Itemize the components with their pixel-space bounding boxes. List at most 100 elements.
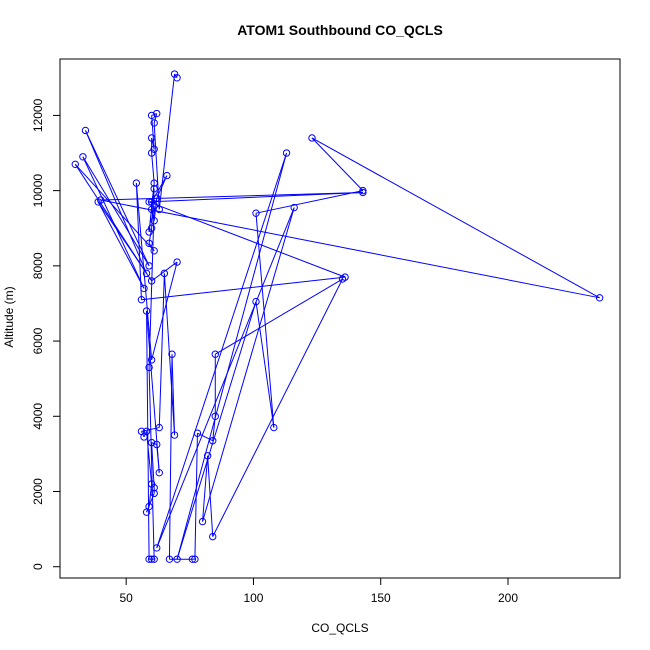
data-point <box>193 429 202 437</box>
series-segment <box>149 192 363 203</box>
series-segment <box>215 278 343 355</box>
data-point <box>170 431 179 439</box>
series-segment <box>176 301 257 560</box>
x-tick-label: 100 <box>243 591 263 605</box>
data-point <box>153 194 161 202</box>
data-point <box>150 247 158 255</box>
data-point <box>211 350 219 358</box>
series-segment <box>212 278 343 537</box>
data-point <box>150 179 158 187</box>
data-point <box>150 201 158 210</box>
series-segment <box>85 130 150 267</box>
y-axis-label: Altitude (m) <box>2 286 16 347</box>
data-point <box>173 258 181 266</box>
data-point <box>79 153 87 161</box>
data-point <box>150 489 158 498</box>
data-point <box>147 111 156 120</box>
data-point <box>145 239 153 247</box>
data-point <box>595 294 604 302</box>
data-point <box>142 427 151 436</box>
data-point <box>290 203 298 212</box>
data-point <box>270 423 278 432</box>
data-point <box>252 209 260 217</box>
y-tick-label: 10000 <box>31 174 45 208</box>
data-point <box>147 438 156 447</box>
x-tick-label: 50 <box>120 591 134 605</box>
data-point <box>153 544 161 552</box>
series-segment <box>151 175 168 203</box>
series-segment <box>141 276 346 301</box>
series-segment <box>212 416 216 441</box>
plot-frame <box>59 58 621 579</box>
series-segment <box>148 205 155 368</box>
data-point <box>145 228 153 236</box>
x-tick-label: 150 <box>371 591 391 605</box>
data-point <box>173 555 181 563</box>
series-segment <box>151 152 155 184</box>
data-point <box>150 145 158 153</box>
data-point <box>147 134 156 142</box>
series-segment <box>151 261 178 360</box>
series-segment <box>207 455 214 537</box>
series-segment <box>151 113 157 116</box>
x-axis: 50 100 150 200 <box>120 577 518 605</box>
data-point <box>209 532 217 541</box>
series-segment <box>153 113 158 124</box>
series-segment <box>100 199 600 299</box>
data-point <box>147 149 156 157</box>
data-point <box>308 134 316 142</box>
series-segment <box>148 367 155 560</box>
series-segment <box>148 209 153 233</box>
data-point <box>150 185 158 193</box>
data-point <box>163 171 171 180</box>
data-point <box>132 179 141 187</box>
data-point <box>211 412 219 420</box>
series-segment <box>97 201 145 289</box>
data-point <box>198 517 207 526</box>
series-segment <box>255 190 364 214</box>
series-segment <box>97 201 153 282</box>
series-segment <box>151 115 155 150</box>
y-tick-label: 2000 <box>31 478 45 505</box>
series-segment <box>255 213 275 428</box>
data-point <box>142 508 151 516</box>
series-segment <box>202 207 295 522</box>
data-point <box>147 205 156 214</box>
series-segment <box>202 455 209 522</box>
series-segment <box>255 301 275 428</box>
data-point <box>147 277 156 285</box>
data-point <box>142 307 151 315</box>
chart-title: ATOM1 Southbound CO_QCLS <box>237 22 443 38</box>
data-point <box>359 186 367 195</box>
series-segment <box>311 137 600 299</box>
data-point <box>145 555 153 563</box>
data-point <box>147 224 156 232</box>
series-segment <box>163 273 176 436</box>
data-point <box>142 269 151 278</box>
data-point <box>150 217 158 225</box>
series-segment <box>82 156 150 267</box>
x-tick-label: 200 <box>498 591 518 605</box>
data-point <box>145 363 153 372</box>
series-segment <box>84 130 148 274</box>
series-segment <box>158 273 165 428</box>
data-point <box>150 119 158 127</box>
series-segment <box>146 310 150 560</box>
data-point <box>170 70 179 78</box>
y-tick-label: 12000 <box>31 98 45 132</box>
data-point <box>168 350 176 358</box>
data-point <box>147 198 156 206</box>
series-segment <box>156 207 295 549</box>
series-segment <box>82 156 145 289</box>
data-point <box>155 468 163 477</box>
data-point <box>137 295 146 304</box>
data-point <box>155 423 163 432</box>
y-tick-label: 8000 <box>31 252 45 279</box>
data-point <box>359 188 367 197</box>
series-segment <box>148 201 346 278</box>
data-point <box>71 160 79 169</box>
series-segment <box>148 228 153 244</box>
series-segment <box>158 73 176 210</box>
data-point <box>145 198 153 206</box>
